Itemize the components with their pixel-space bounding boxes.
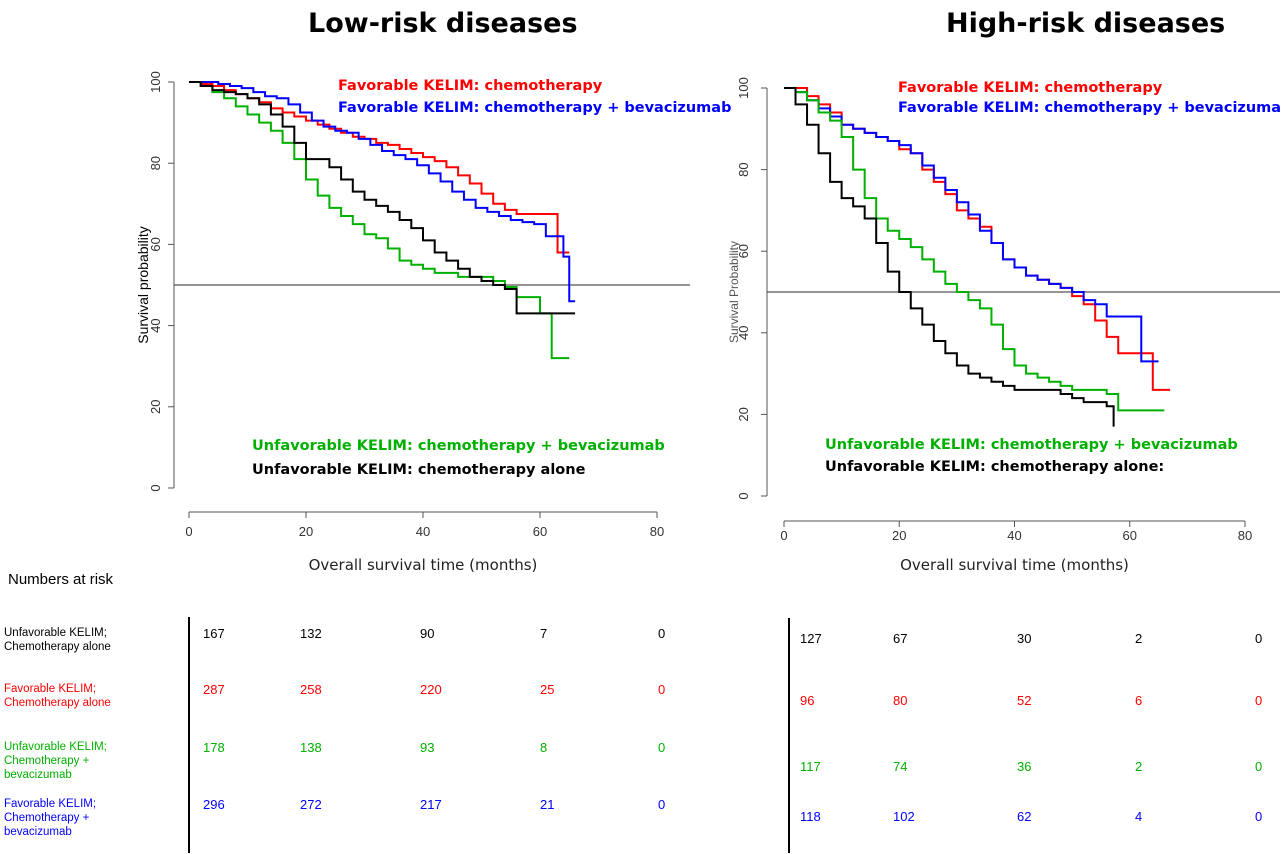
right-curve-bev_unfav — [784, 87, 1165, 412]
risk-cell-high-bev_unfav: 117 — [800, 759, 821, 774]
risk-cell-low-bev_unfav: 178 — [203, 740, 225, 755]
left-x-tick-label: 0 — [185, 524, 192, 539]
left-y-tick-label: 0 — [148, 484, 163, 491]
left-annotation-chemo_fav: Favorable KELIM: chemotherapy — [338, 78, 603, 94]
right-x-tick-label: 40 — [1007, 528, 1021, 543]
left-annotation-bev_unfav: Unfavorable KELIM: chemotherapy + bevaci… — [252, 438, 665, 454]
risk-cell-high-chemo_unfav: 0 — [1255, 631, 1263, 646]
right-annotation-chemo_fav: Favorable KELIM: chemotherapy — [898, 80, 1163, 96]
risk-cell-high-bev_unfav: 36 — [1017, 759, 1032, 774]
right-annotation-chemo_unfav: Unfavorable KELIM: chemotherapy alone: — [825, 459, 1164, 475]
risk-row-label-chemo_fav: Favorable KELIM; Chemotherapy alone — [4, 683, 111, 709]
left-y-tick-label: 100 — [148, 71, 163, 93]
risk-cell-low-chemo_fav: 258 — [300, 682, 322, 697]
risk-cell-low-bev_fav: 0 — [658, 797, 666, 812]
risk-cell-high-chemo_unfav: 2 — [1135, 631, 1143, 646]
right-x-tick-label: 0 — [780, 528, 787, 543]
risk-row-label-bev_unfav: Unfavorable KELIM; Chemotherapy + bevaci… — [4, 741, 107, 781]
risk-cell-high-bev_fav: 0 — [1255, 809, 1263, 824]
right-panel-title: High-risk diseases — [946, 8, 1226, 39]
risk-cell-high-chemo_unfav: 127 — [800, 631, 822, 646]
right-y-tick-label: 60 — [736, 244, 751, 258]
right-curve-chemo_unfav — [784, 87, 1115, 427]
right-y-tick-label: 100 — [736, 77, 751, 99]
risk-cell-low-bev_fav: 217 — [420, 797, 442, 812]
risk-cell-low-chemo_fav: 25 — [540, 682, 555, 697]
right-x-tick-label: 80 — [1238, 528, 1252, 543]
right-x-axis-label: Overall survival time (months) — [900, 556, 1129, 574]
risk-cell-low-chemo_unfav: 7 — [540, 626, 548, 641]
right-x-tick-label: 60 — [1123, 528, 1137, 543]
risk-row-label-bev_fav: Favorable KELIM; Chemotherapy + bevacizu… — [4, 798, 97, 838]
right-y-tick-label: 20 — [736, 407, 751, 421]
risk-cell-high-bev_fav: 62 — [1017, 809, 1032, 824]
right-y-tick-label: 40 — [736, 326, 751, 340]
risk-cell-low-chemo_fav: 220 — [420, 682, 442, 697]
risk-cell-low-chemo_fav: 0 — [658, 682, 666, 697]
risk-table-divider-right — [788, 618, 790, 853]
risk-row-label-chemo_unfav: Unfavorable KELIM; Chemotherapy alone — [4, 627, 111, 653]
left-y-tick-label: 80 — [148, 156, 163, 170]
left-chart: 0 20 40 60 80 0 20 40 60 80 100 Overall survival ti… — [135, 71, 731, 574]
left-y-tick-label: 20 — [148, 400, 163, 414]
risk-cell-high-bev_unfav: 2 — [1135, 759, 1143, 774]
risk-cell-low-bev_fav: 21 — [540, 797, 555, 812]
left-curve-chemo_unfav — [189, 81, 576, 315]
left-x-tick-label: 40 — [416, 524, 430, 539]
right-y-axis-label: Survival Probability — [727, 241, 741, 343]
risk-cell-low-chemo_unfav: 132 — [300, 626, 322, 641]
left-y-tick-label: 60 — [148, 237, 163, 251]
right-y-tick-label: 0 — [736, 492, 751, 499]
survival-curves-chart: 0 20 40 60 80 0 20 40 60 80 100 Overall survival ti… — [135, 71, 1282, 574]
risk-cell-low-chemo_fav: 287 — [203, 682, 225, 697]
risk-cell-low-bev_fav: 272 — [300, 797, 322, 812]
left-annotation-bev_fav: Favorable KELIM: chemotherapy + bevacizu… — [338, 100, 731, 116]
risk-cell-low-bev_unfav: 93 — [420, 740, 435, 755]
risk-cell-low-bev_unfav: 0 — [658, 740, 666, 755]
risk-cell-low-bev_fav: 296 — [203, 797, 225, 812]
risk-cell-high-chemo_unfav: 30 — [1017, 631, 1032, 646]
risk-cell-high-chemo_fav: 0 — [1255, 693, 1263, 708]
right-annotation-bev_fav: Favorable KELIM: chemotherapy + bevacizu… — [898, 100, 1282, 116]
right-x-tick-label: 20 — [892, 528, 906, 543]
risk-cell-high-chemo_fav: 80 — [893, 693, 908, 708]
risk-cell-high-bev_fav: 118 — [800, 809, 821, 824]
left-curve-bev_unfav — [189, 81, 570, 360]
left-x-tick-label: 80 — [650, 524, 664, 539]
left-y-axis-label: Survival probability — [135, 226, 151, 344]
risk-cell-low-bev_unfav: 138 — [300, 740, 322, 755]
left-x-tick-label: 20 — [299, 524, 313, 539]
risk-cell-low-chemo_unfav: 167 — [203, 626, 225, 641]
risk-cell-high-chemo_unfav: 67 — [893, 631, 908, 646]
numbers-at-risk-header: Numbers at risk — [8, 571, 114, 588]
risk-cell-high-bev_unfav: 74 — [893, 759, 908, 774]
left-panel-title: Low-risk diseases — [308, 8, 578, 39]
left-curve-bev_fav — [189, 81, 576, 303]
left-y-tick-label: 40 — [148, 318, 163, 332]
risk-cell-high-chemo_fav: 96 — [800, 693, 815, 708]
left-x-axis-label: Overall survival time (months) — [309, 556, 538, 574]
right-curve-bev_fav — [784, 87, 1159, 363]
risk-cell-high-chemo_fav: 6 — [1135, 693, 1143, 708]
right-chart: 0 20 40 60 80 0 20 40 60 80 100 Overall survival ti… — [727, 77, 1282, 574]
left-annotation-chemo_unfav: Unfavorable KELIM: chemotherapy alone — [252, 462, 586, 478]
risk-cell-high-bev_unfav: 0 — [1255, 759, 1263, 774]
right-y-tick-label: 80 — [736, 162, 751, 176]
risk-cell-high-bev_fav: 4 — [1135, 809, 1143, 824]
right-annotation-bev_unfav: Unfavorable KELIM: chemotherapy + bevaci… — [825, 437, 1238, 453]
risk-cell-low-chemo_unfav: 90 — [420, 626, 435, 641]
risk-table-divider-left — [188, 617, 190, 853]
risk-cell-high-chemo_fav: 52 — [1017, 693, 1032, 708]
left-x-tick-label: 60 — [533, 524, 547, 539]
risk-cell-high-bev_fav: 102 — [893, 809, 915, 824]
risk-cell-low-chemo_unfav: 0 — [658, 626, 666, 641]
risk-cell-low-bev_unfav: 8 — [540, 740, 548, 755]
